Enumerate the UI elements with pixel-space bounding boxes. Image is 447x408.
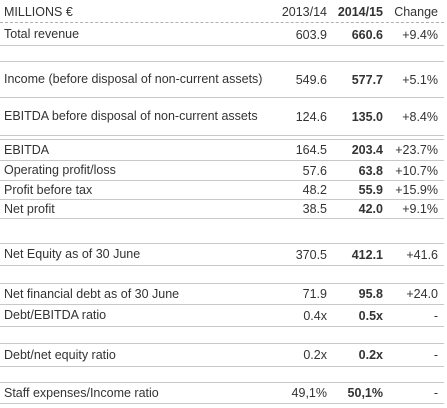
row-label: Net Equity as of 30 June [4,247,141,261]
value-2014-15: 135.0 [351,109,383,124]
column-header: Change [394,5,438,19]
change: +9.1% [402,202,438,216]
value-2013-14: 0.2x [303,348,327,362]
value-2013-14: 57.6 [302,163,327,178]
change: - [433,386,438,400]
change: - [433,348,438,362]
value-2014-15: 55.9 [358,183,383,197]
row-label: Debt/net equity ratio [4,347,116,362]
change: +15.9% [395,183,438,197]
row-label: Profit before tax [4,182,93,197]
row-label: EBITDA [4,142,50,157]
table-row: Staff expenses/Income ratio 49,1% 50,1% - [0,382,444,404]
value-2014-15: 63.8 [358,163,383,178]
change: +24.0 [406,287,438,301]
value-2014-15: 0.5x [358,308,383,323]
value-2014-15: 50,1% [347,386,383,400]
table-row: Net Equity as of 30 June 370.5 412.1 +41.6 [0,243,444,266]
change: +8.4% [402,109,438,124]
column-header: 2013/14 [281,5,327,19]
value-2014-15: 203.4 [351,143,383,157]
row-label: Total revenue [4,27,80,41]
change: +9.4% [402,27,438,42]
change: +23.7% [395,143,438,157]
table-row: Operating profit/loss 57.6 63.8 +10.7% [0,161,444,181]
value-2013-14: 164.5 [295,143,327,157]
header-row: MILLIONS € 2013/14 2014/15 Change [0,2,444,23]
change: +10.7% [395,163,438,178]
change: - [433,308,438,323]
table-row: Debt/EBITDA ratio 0.4x 0.5x - [0,305,444,327]
table-row: EBITDA before disposal of non-current as… [0,98,444,136]
row-label: EBITDA before disposal of non-current as… [4,109,258,123]
value-2014-15: 412.1 [351,247,383,262]
table-row: Net profit 38.5 42.0 +9.1% [0,200,444,219]
value-2014-15: 42.0 [358,202,383,216]
change: +41.6 [406,247,438,262]
table-row: Net financial debt as of 30 June 71.9 95.8… [0,283,444,305]
value-2013-14: 49,1% [291,386,327,400]
row-label: Operating profit/loss [4,163,116,177]
table-row: Total revenue 603.9 660.6 +9.4% [0,24,444,46]
value-2013-14: 370.5 [295,247,327,262]
change: +5.1% [402,72,438,87]
table-row: Debt/net equity ratio 0.2x 0.2x - [0,343,444,367]
row-label: Net profit [4,201,55,216]
row-label: Staff expenses/Income ratio [4,385,159,400]
row-label: Income (before disposal of non-current a… [4,72,263,86]
row-label: Debt/EBITDA ratio [4,308,107,322]
value-2013-14: 124.6 [295,109,327,124]
value-2013-14: 71.9 [302,287,327,301]
value-2013-14: 38.5 [302,202,327,216]
row-label: Net financial debt as of 30 June [4,286,180,301]
value-2013-14: 603.9 [295,27,327,42]
table-row: Profit before tax 48.2 55.9 +15.9% [0,181,444,200]
value-2013-14: 549.6 [295,72,327,87]
value-2014-15: 577.7 [351,72,383,87]
table-row: EBITDA 164.5 203.4 +23.7% [0,139,444,161]
table-row: Income (before disposal of non-current a… [0,61,444,98]
value-2014-15: 95.8 [358,287,383,301]
header-title: MILLIONS € [4,4,73,19]
value-2013-14: 0.4x [303,308,327,323]
column-header: 2014/15 [337,5,383,19]
value-2013-14: 48.2 [302,183,327,197]
value-2014-15: 660.6 [351,27,383,42]
value-2014-15: 0.2x [358,348,383,362]
